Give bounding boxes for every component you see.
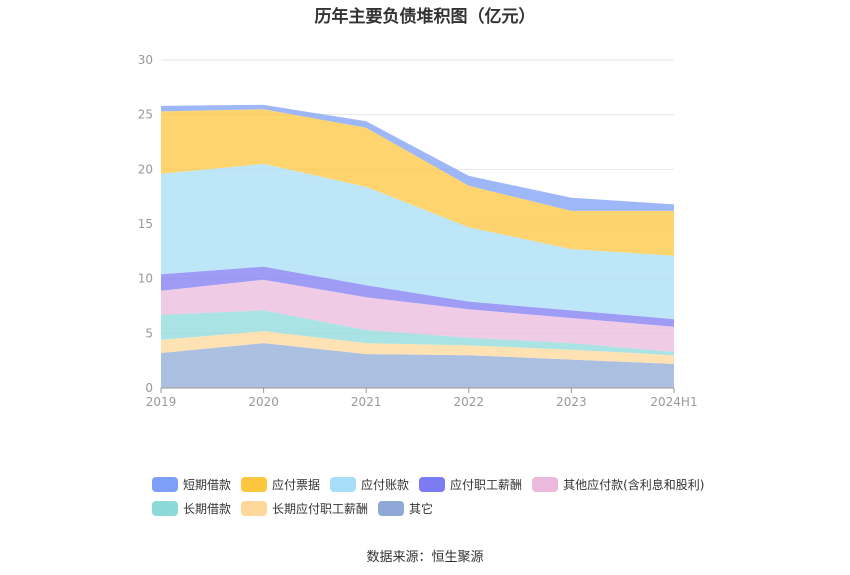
area-series-其它[interactable] <box>161 343 674 388</box>
legend-label: 应付账款 <box>361 477 410 492</box>
stacked-area-chart: 0 5 10 15 20 25 30 2019 2020 2021 2022 2023 2024H1 <box>138 53 698 409</box>
legend-item[interactable]: 应付职工薪酬 <box>419 476 522 493</box>
y-tick-label: 5 <box>145 326 153 340</box>
x-tick-label: 2022 <box>454 395 485 409</box>
legend-item[interactable]: 其它 <box>378 500 433 517</box>
legend-row-2: 长期借款 长期应付职工薪酬 其它 <box>152 496 792 520</box>
legend-label: 应付职工薪酬 <box>450 477 523 492</box>
y-tick-label: 10 <box>138 272 153 286</box>
area-series-应付职工薪酬[interactable] <box>161 266 674 327</box>
area-series-其他应付款(含利息和股利)[interactable] <box>161 279 674 352</box>
legend-item[interactable]: 长期借款 <box>152 500 231 517</box>
y-tick-label: 25 <box>138 108 153 122</box>
legend-item[interactable]: 应付票据 <box>241 476 320 493</box>
legend-label: 其它 <box>409 501 434 516</box>
axes: 0 5 10 15 20 25 30 2019 2020 2021 2022 2023 2024H1 <box>138 53 698 409</box>
y-tick-label: 15 <box>138 217 153 231</box>
x-tick-label: 2019 <box>146 395 177 409</box>
y-tick-label: 20 <box>138 162 153 176</box>
legend: 短期借款 应付票据 应付账款 应付职工薪酬 其他应付款(含利息和股利) 长期借款 长期应付… <box>152 472 792 520</box>
area-series-应付票据[interactable] <box>161 109 674 256</box>
y-tick-label: 0 <box>145 381 153 395</box>
legend-row-1: 短期借款 应付票据 应付账款 应付职工薪酬 其他应付款(含利息和股利) <box>152 472 792 496</box>
legend-label: 长期借款 <box>183 501 232 516</box>
legend-swatch <box>378 500 405 516</box>
legend-label: 应付票据 <box>272 477 321 492</box>
chart-title: 历年主要负债堆积图（亿元） <box>314 7 536 27</box>
legend-swatch <box>419 476 446 492</box>
legend-swatch <box>241 500 268 516</box>
x-tick-label: 2024H1 <box>650 395 697 409</box>
x-tick-label: 2023 <box>556 395 587 409</box>
area-series-长期应付职工薪酬[interactable] <box>161 331 674 364</box>
legend-swatch <box>532 476 559 492</box>
legend-item[interactable]: 其他应付款(含利息和股利) <box>532 476 704 493</box>
legend-item[interactable]: 短期借款 <box>152 476 231 493</box>
area-series <box>161 104 674 388</box>
legend-swatch <box>241 476 268 492</box>
data-source: 数据来源：恒生聚源 <box>366 550 484 565</box>
x-tick-label: 2020 <box>248 395 279 409</box>
area-series-应付账款[interactable] <box>161 163 674 320</box>
legend-label: 长期应付职工薪酬 <box>272 501 369 516</box>
area-series-长期借款[interactable] <box>161 310 674 356</box>
legend-item[interactable]: 应付账款 <box>330 476 409 493</box>
legend-swatch <box>330 476 357 492</box>
x-tick-label: 2021 <box>351 395 382 409</box>
y-tick-label: 30 <box>138 53 153 67</box>
legend-swatch <box>152 476 178 492</box>
legend-item[interactable]: 长期应付职工薪酬 <box>241 500 368 517</box>
legend-label: 短期借款 <box>183 477 232 492</box>
legend-label: 其他应付款(含利息和股利) <box>563 477 705 492</box>
legend-swatch <box>152 500 178 516</box>
